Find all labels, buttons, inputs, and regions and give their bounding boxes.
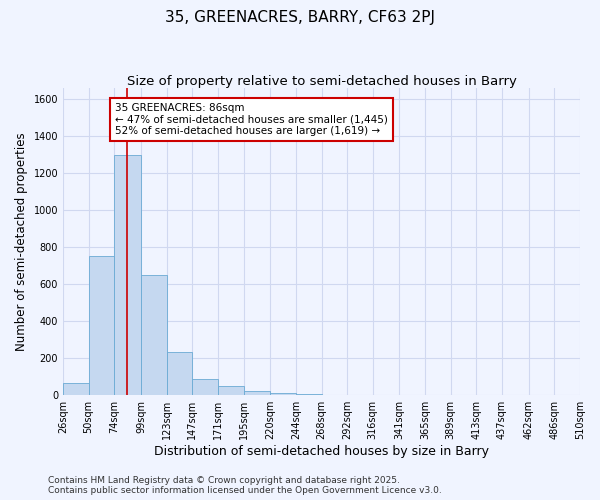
X-axis label: Distribution of semi-detached houses by size in Barry: Distribution of semi-detached houses by … (154, 444, 489, 458)
Text: 35 GREENACRES: 86sqm
← 47% of semi-detached houses are smaller (1,445)
52% of se: 35 GREENACRES: 86sqm ← 47% of semi-detac… (115, 103, 388, 136)
Bar (89, 256, 115, 394)
Bar (63, 382, 89, 394)
Bar (218, 386, 244, 394)
Bar (192, 379, 218, 394)
Y-axis label: Number of semi-detached properties: Number of semi-detached properties (15, 132, 28, 350)
Text: Contains HM Land Registry data © Crown copyright and database right 2025.
Contai: Contains HM Land Registry data © Crown c… (48, 476, 442, 495)
Bar (244, 391, 270, 394)
Bar (270, 393, 296, 394)
Title: Size of property relative to semi-detached houses in Barry: Size of property relative to semi-detach… (127, 75, 517, 88)
Bar (141, 274, 167, 394)
Bar (167, 352, 192, 395)
Bar (115, 156, 141, 394)
Text: 35, GREENACRES, BARRY, CF63 2PJ: 35, GREENACRES, BARRY, CF63 2PJ (165, 10, 435, 25)
